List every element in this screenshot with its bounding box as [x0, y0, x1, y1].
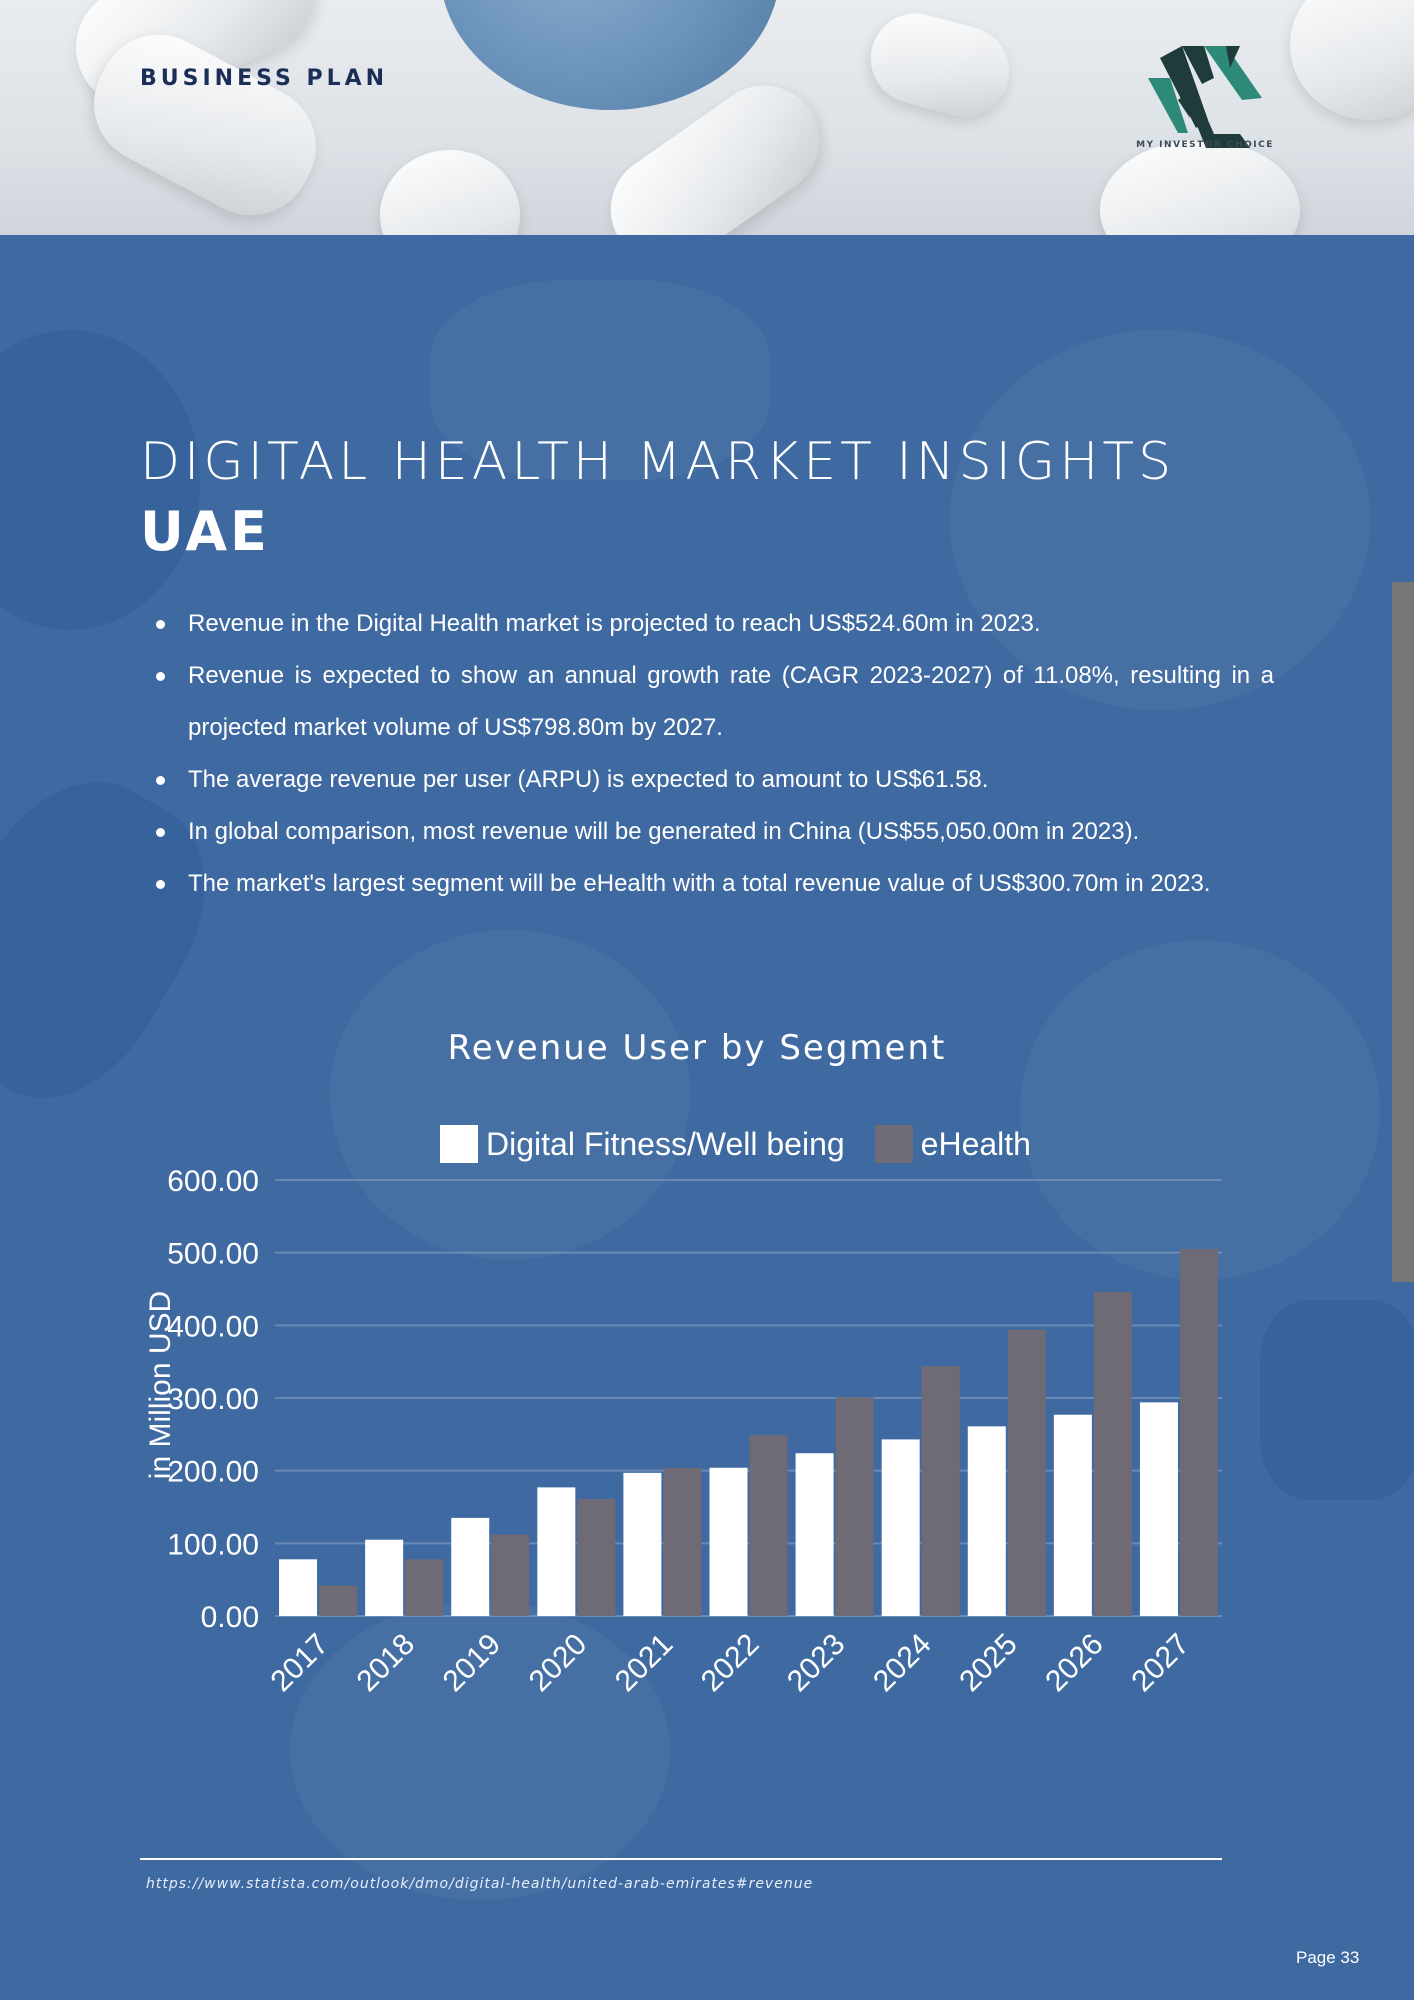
- logo-text: MY INVESTOR CHOICE: [1136, 140, 1274, 150]
- bar-ehealth: [835, 1397, 874, 1616]
- bar-digital-fitness: [537, 1487, 576, 1616]
- bar-ehealth: [491, 1534, 530, 1616]
- background-pill: [290, 1600, 670, 1900]
- list-item: The market's largest segment will be eHe…: [140, 858, 1274, 910]
- y-tick-label: 500.00: [167, 1238, 259, 1271]
- legend-label: Digital Fitness/Well being: [486, 1125, 845, 1162]
- x-tick-label: 2025: [953, 1628, 1024, 1699]
- x-tick-label: 2026: [1039, 1628, 1110, 1699]
- bar-ehealth: [319, 1585, 358, 1616]
- bar-ehealth: [1093, 1291, 1132, 1616]
- bar-digital-fitness: [1139, 1402, 1178, 1616]
- bar-ehealth: [663, 1467, 702, 1616]
- y-tick-label: 600.00: [167, 1165, 259, 1198]
- bar-ehealth: [1179, 1249, 1218, 1616]
- chart-legend: Digital Fitness/Well being eHealth: [440, 1122, 1047, 1166]
- bar-ehealth: [577, 1499, 616, 1616]
- bar-digital-fitness: [795, 1453, 834, 1616]
- header-label: BUSINESS PLAN: [140, 66, 389, 91]
- page-subtitle: UAE: [140, 500, 270, 563]
- page-number: Page 33: [1296, 1948, 1360, 1967]
- y-tick-label: 0.00: [201, 1601, 259, 1634]
- bar-ehealth: [405, 1559, 444, 1616]
- bar-digital-fitness: [623, 1472, 662, 1616]
- list-item: Revenue is expected to show an annual gr…: [140, 650, 1274, 754]
- y-tick-label: 300.00: [167, 1383, 259, 1416]
- background-pill: [430, 280, 770, 480]
- bar-digital-fitness: [967, 1426, 1006, 1616]
- x-tick-label: 2018: [351, 1628, 422, 1699]
- y-tick-label: 400.00: [167, 1310, 259, 1343]
- bar-digital-fitness: [279, 1559, 318, 1616]
- x-tick-label: 2022: [695, 1628, 766, 1699]
- x-tick-label: 2020: [523, 1628, 594, 1699]
- page-title: DIGITAL HEALTH MARKET INSIGHTS: [140, 432, 1176, 492]
- header-banner: BUSINESS PLAN MY INVESTOR CHOICE: [0, 0, 1414, 235]
- legend-item: Digital Fitness/Well being: [440, 1125, 845, 1163]
- bar-digital-fitness: [881, 1439, 920, 1616]
- x-tick-label: 2023: [781, 1628, 852, 1699]
- list-item: Revenue in the Digital Health market is …: [140, 598, 1274, 650]
- y-axis-label: in Million USD: [144, 1291, 177, 1479]
- list-item: In global comparison, most revenue will …: [140, 806, 1274, 858]
- legend-swatch: [874, 1125, 913, 1163]
- bar-digital-fitness: [709, 1467, 748, 1616]
- bar-ehealth: [921, 1366, 960, 1616]
- scrollbar[interactable]: [1392, 582, 1414, 1282]
- x-tick-label: 2024: [867, 1628, 938, 1699]
- legend-swatch: [440, 1125, 478, 1163]
- source-link[interactable]: https://www.statista.com/outlook/dmo/dig…: [146, 1876, 814, 1892]
- bar-digital-fitness: [451, 1517, 490, 1616]
- bar-ehealth: [1007, 1329, 1046, 1616]
- legend-item: eHealth: [874, 1125, 1031, 1163]
- list-item: The average revenue per user (ARPU) is e…: [140, 754, 1274, 806]
- x-tick-label: 2017: [264, 1628, 335, 1699]
- x-tick-label: 2019: [437, 1628, 508, 1699]
- y-tick-label: 100.00: [167, 1528, 259, 1561]
- bar-digital-fitness: [1053, 1414, 1092, 1616]
- x-tick-label: 2021: [609, 1628, 680, 1699]
- legend-label: eHealth: [920, 1125, 1031, 1162]
- footer-divider: [140, 1858, 1222, 1860]
- background-pill: [0, 330, 200, 630]
- insights-list: Revenue in the Digital Health market is …: [140, 598, 1274, 910]
- y-tick-label: 200.00: [167, 1456, 259, 1489]
- background-pill: [950, 330, 1370, 710]
- background-pill: [1020, 940, 1380, 1280]
- background-pill: [1260, 1300, 1414, 1500]
- x-tick-label: 2027: [1125, 1628, 1196, 1699]
- bar-digital-fitness: [365, 1539, 404, 1616]
- chart-title: Revenue User by Segment: [447, 1028, 947, 1068]
- bar-ehealth: [749, 1435, 788, 1616]
- logo-icon: [1148, 46, 1262, 148]
- background-pill: [330, 930, 690, 1260]
